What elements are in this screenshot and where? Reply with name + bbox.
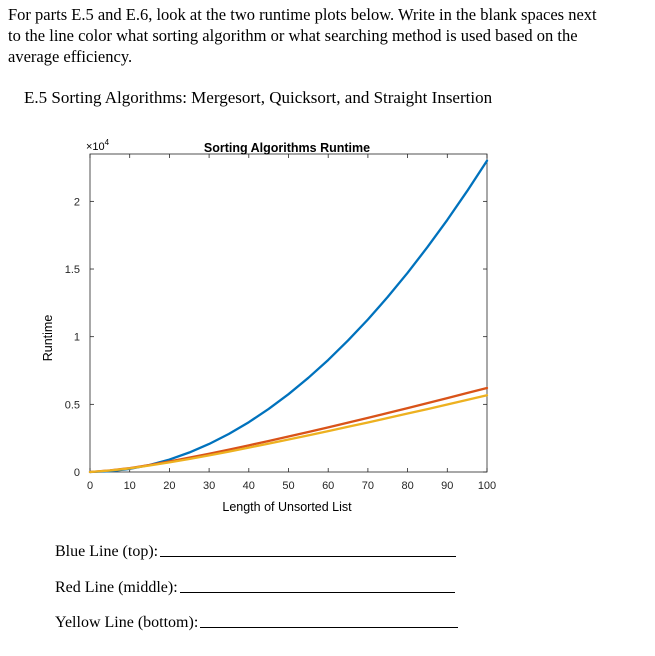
instruction-line-2: to the line color what sorting algorithm… — [8, 26, 578, 45]
x-tick-label: 50 — [282, 480, 294, 492]
answer-row-red: Red Line (middle): — [55, 576, 458, 597]
answer-row-yellow: Yellow Line (bottom): — [55, 611, 459, 632]
plot-area — [89, 153, 488, 473]
chart-axes: 0 10 20 30 40 50 60 70 80 90 100 0 0.5 1 1.5 2 — [65, 153, 496, 492]
x-tick-label: 60 — [322, 480, 334, 492]
instruction-line-3: average efficiency. — [8, 47, 133, 66]
answer-blanks: Blue Line (top): Red Line (middle): Yell… — [55, 540, 459, 647]
y-axis-label: Runtime — [41, 315, 55, 362]
series-line-2 — [88, 394, 489, 474]
red-line-label: Red Line (middle): — [55, 578, 178, 596]
red-line-blank[interactable] — [179, 591, 455, 593]
x-tick-label: 80 — [401, 480, 413, 492]
runtime-chart: 0 10 20 30 40 50 60 70 80 90 100 0 0.5 1 1.5 2 Sorting … — [41, 138, 496, 514]
x-tick-label: 20 — [163, 480, 175, 492]
x-tick-label: 0 — [87, 480, 93, 492]
y-tick-label: 1.5 — [65, 264, 80, 276]
x-tick-label: 90 — [441, 480, 453, 492]
yellow-line-label: Yellow Line (bottom): — [55, 614, 199, 631]
yellow-line-blank[interactable] — [200, 627, 459, 628]
y-axis-multiplier-exponent: 4 — [105, 138, 110, 147]
y-tick-label: 2 — [74, 196, 80, 208]
x-axis-label: Length of Unsorted List — [222, 500, 352, 514]
instruction-line-1: For parts E.5 and E.6, look at the two r… — [8, 5, 597, 24]
y-tick-label: 0 — [74, 467, 80, 479]
x-tick-label: 40 — [243, 480, 255, 492]
instructions: For parts E.5 and E.6, look at the two r… — [8, 4, 655, 67]
x-tick-label: 70 — [362, 480, 374, 492]
chart-title: Sorting Algorithms Runtime — [204, 141, 370, 155]
answer-row-blue: Blue Line (top): — [55, 540, 458, 561]
section-title: E.5 Sorting Algorithms: Mergesort, Quick… — [24, 88, 493, 107]
x-tick-label: 100 — [478, 480, 496, 492]
y-axis-multiplier: ×104 — [86, 138, 110, 153]
x-tick-label: 30 — [203, 480, 215, 492]
x-tick-label: 10 — [124, 480, 136, 492]
y-tick-label: 1 — [74, 332, 80, 344]
blue-line-blank[interactable] — [160, 556, 457, 557]
blue-line-label: Blue Line (top): — [55, 543, 159, 560]
y-tick-label: 0.5 — [65, 399, 80, 411]
y-axis-multiplier-base: ×10 — [86, 141, 105, 153]
chart-series — [88, 159, 489, 474]
